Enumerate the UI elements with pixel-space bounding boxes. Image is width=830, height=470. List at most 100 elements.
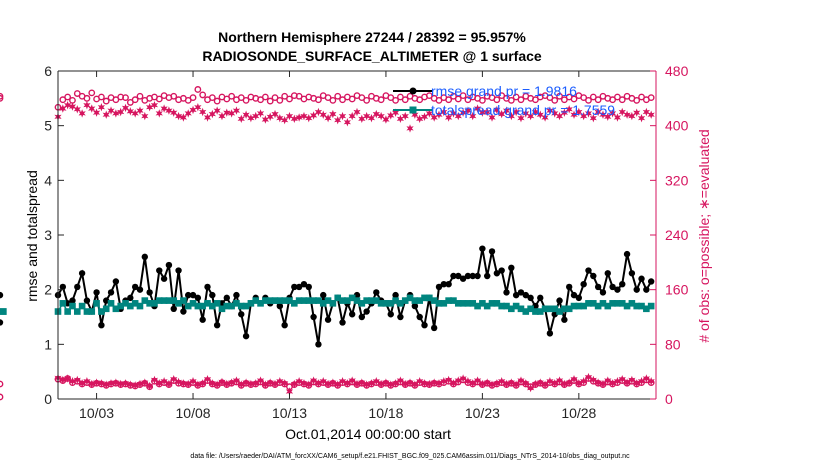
totalspread-point — [416, 297, 423, 304]
evaluated-low-point — [295, 377, 303, 386]
chart-title: Northern Hemisphere 27244 / 28392 = 95.9… — [218, 29, 526, 45]
possible-point — [189, 94, 197, 102]
evaluated-point — [150, 101, 159, 110]
totalspread-point — [213, 300, 221, 307]
totalspread-point — [643, 305, 650, 313]
rmse-point — [238, 311, 245, 318]
rmse-point — [633, 286, 640, 293]
possible-point — [228, 92, 236, 100]
rmse-point — [488, 248, 496, 255]
evaluated-low-point — [372, 377, 380, 386]
possible-point — [242, 96, 250, 104]
totalspread-point — [483, 302, 491, 310]
possible-point — [493, 96, 501, 104]
totalspread-point — [295, 297, 303, 304]
rmse-point — [281, 322, 288, 329]
rmse-point — [387, 311, 394, 318]
possible-point — [594, 96, 602, 104]
y-right-tick-label: 400 — [665, 118, 689, 134]
evaluated-low-point — [488, 380, 496, 389]
totalspread-point — [88, 308, 96, 315]
evaluated-low-point — [613, 377, 622, 386]
totalspread-point — [493, 300, 501, 307]
totalspread-point — [638, 302, 645, 310]
evaluated-low-point — [59, 375, 67, 385]
rmse-point — [628, 270, 636, 277]
totalspread-point — [392, 297, 399, 304]
totalspread-point — [594, 302, 602, 310]
rmse-point — [93, 289, 100, 296]
possible-point — [122, 94, 129, 102]
evaluated-point — [92, 108, 101, 117]
evaluated-point — [507, 111, 515, 121]
evaluated-low-point — [64, 374, 72, 383]
evaluated-low-point — [416, 377, 424, 386]
totalspread-point — [151, 300, 158, 307]
evaluated-low-point — [469, 379, 477, 388]
possible-point — [131, 96, 139, 104]
legend-rmse-label: rmse grand pr = 1.9816 — [431, 83, 577, 99]
evaluated-point — [242, 110, 250, 119]
evaluated-low-point — [276, 377, 284, 386]
evaluated-low-point — [459, 374, 467, 383]
rmse-point — [464, 272, 472, 280]
evaluated-low-point — [97, 379, 105, 388]
evaluated-low-point — [343, 379, 351, 388]
y-right-tick-label: 80 — [665, 336, 681, 352]
evaluated-low-point — [633, 379, 641, 388]
evaluated-point — [310, 111, 318, 120]
rmse-point — [180, 308, 187, 315]
rmse-line — [57, 248, 653, 345]
evaluated-point — [647, 110, 655, 119]
evaluated-low-point — [261, 380, 269, 389]
possible-point — [136, 92, 144, 100]
evaluated-low-point — [136, 379, 144, 389]
totalspread-point — [454, 300, 462, 307]
possible-low-point — [0, 393, 4, 401]
x-axis-label: Oct.01,2014 00:00:00 start — [285, 426, 451, 442]
totalspread-point — [170, 297, 178, 304]
totalspread-point — [175, 300, 182, 307]
rmse-point — [131, 283, 139, 291]
evaluated-low-point — [396, 376, 404, 385]
rmse-point — [440, 281, 448, 288]
x-tick-label: 10/08 — [176, 405, 211, 421]
evaluated-point — [252, 111, 260, 121]
rmse-point — [156, 267, 163, 274]
evaluated-low-point — [406, 378, 414, 387]
rmse-point — [199, 316, 206, 323]
totalspread-point — [281, 297, 288, 304]
evaluated-point — [401, 111, 409, 121]
totalspread-point — [300, 297, 308, 304]
evaluated-point — [575, 107, 583, 117]
evaluated-low-point — [131, 381, 139, 390]
evaluated-point — [295, 113, 303, 122]
plot-area — [0, 86, 655, 401]
rmse-point — [98, 322, 105, 329]
totalspread-point — [131, 300, 139, 307]
evaluated-point — [223, 108, 231, 117]
series-possible — [0, 86, 655, 111]
evaluated-low-point — [473, 376, 482, 385]
totalspread-point — [189, 300, 197, 307]
evaluated-point — [633, 108, 641, 117]
possible-point — [517, 96, 525, 104]
rmse-point — [185, 291, 192, 299]
rmse-point — [527, 294, 534, 302]
rmse-point — [363, 308, 370, 315]
possible-point — [425, 92, 433, 100]
totalspread-point — [430, 297, 438, 304]
totalspread-point — [98, 308, 105, 315]
rmse-point — [397, 313, 404, 321]
totalspread-point — [421, 294, 428, 302]
totalspread-point — [599, 300, 607, 307]
totalspread-point — [286, 297, 293, 304]
possible-point — [614, 93, 621, 101]
evaluated-point — [97, 103, 105, 112]
evaluated-point — [88, 104, 96, 113]
evaluated-point — [367, 114, 376, 123]
totalspread-point — [107, 300, 115, 307]
rmse-point — [175, 267, 182, 274]
evaluated-point — [141, 111, 149, 121]
evaluated-low-point — [179, 379, 187, 388]
